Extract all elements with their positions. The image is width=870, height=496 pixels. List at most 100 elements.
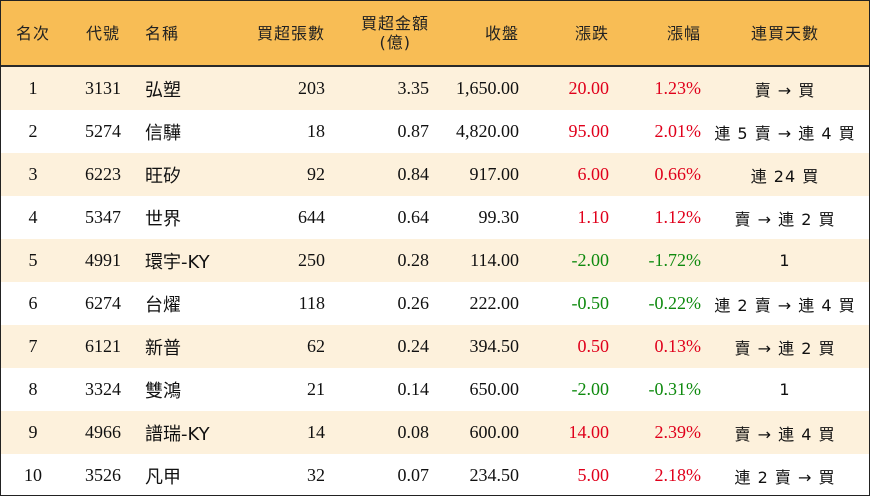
cell-amount: 0.64	[325, 196, 429, 239]
cell-code: 3131	[65, 66, 141, 110]
cell-close: 4,820.00	[429, 110, 519, 153]
table-row[interactable]: 5 4991 環宇-KY 250 0.28 114.00 -2.00 -1.72% 1	[1, 239, 869, 282]
cell-name: 旺矽	[141, 153, 241, 196]
cell-net-lots: 250	[241, 239, 325, 282]
table-row[interactable]: 6 6274 台燿 118 0.26 222.00 -0.50 -0.22% 連 2 賣 → 連…	[1, 282, 869, 325]
cell-rank: 7	[1, 325, 65, 368]
cell-close: 234.50	[429, 454, 519, 495]
cell-code: 5274	[65, 110, 141, 153]
cell-net-lots: 14	[241, 411, 325, 454]
cell-amount: 0.26	[325, 282, 429, 325]
cell-pct: 2.39%	[609, 411, 701, 454]
cell-rank: 10	[1, 454, 65, 495]
cell-rank: 1	[1, 66, 65, 110]
cell-change: 14.00	[519, 411, 609, 454]
cell-pct: 1.23%	[609, 66, 701, 110]
cell-net-lots: 21	[241, 368, 325, 411]
cell-close: 99.30	[429, 196, 519, 239]
header-streak[interactable]: 連買天數	[701, 1, 869, 67]
cell-pct: 2.18%	[609, 454, 701, 495]
table-body: 1 3131 弘塑 203 3.35 1,650.00 20.00 1.23% 賣 → 買 2 52…	[1, 66, 869, 495]
cell-streak: 賣 → 連 4 買	[701, 411, 869, 454]
cell-pct: -0.22%	[609, 282, 701, 325]
cell-amount: 0.87	[325, 110, 429, 153]
table-row[interactable]: 7 6121 新普 62 0.24 394.50 0.50 0.13% 賣 → 連 2 買	[1, 325, 869, 368]
cell-close: 917.00	[429, 153, 519, 196]
cell-code: 4966	[65, 411, 141, 454]
cell-amount: 0.24	[325, 325, 429, 368]
cell-net-lots: 62	[241, 325, 325, 368]
header-change[interactable]: 漲跌	[519, 1, 609, 67]
cell-name: 弘塑	[141, 66, 241, 110]
cell-code: 4991	[65, 239, 141, 282]
cell-change: 95.00	[519, 110, 609, 153]
header-close[interactable]: 收盤	[429, 1, 519, 67]
cell-streak: 1	[701, 239, 869, 282]
header-net-lots[interactable]: 買超張數	[241, 1, 325, 67]
cell-streak: 連 2 賣 → 買	[701, 454, 869, 495]
cell-rank: 6	[1, 282, 65, 325]
cell-close: 222.00	[429, 282, 519, 325]
cell-rank: 5	[1, 239, 65, 282]
cell-close: 600.00	[429, 411, 519, 454]
cell-amount: 0.07	[325, 454, 429, 495]
cell-pct: 0.13%	[609, 325, 701, 368]
cell-net-lots: 203	[241, 66, 325, 110]
cell-rank: 2	[1, 110, 65, 153]
cell-code: 6223	[65, 153, 141, 196]
cell-close: 650.00	[429, 368, 519, 411]
cell-rank: 4	[1, 196, 65, 239]
header-name[interactable]: 名稱	[141, 1, 241, 67]
cell-code: 6274	[65, 282, 141, 325]
cell-name: 雙鴻	[141, 368, 241, 411]
cell-change: 0.50	[519, 325, 609, 368]
header-amount-label: 買超金額	[360, 14, 429, 33]
cell-name: 凡甲	[141, 454, 241, 495]
cell-name: 信驊	[141, 110, 241, 153]
cell-name: 世界	[141, 196, 241, 239]
header-rank[interactable]: 名次	[1, 1, 65, 67]
cell-name: 譜瑞-KY	[141, 411, 241, 454]
cell-pct: 1.12%	[609, 196, 701, 239]
cell-close: 114.00	[429, 239, 519, 282]
cell-name: 台燿	[141, 282, 241, 325]
cell-pct: -0.31%	[609, 368, 701, 411]
cell-amount: 0.08	[325, 411, 429, 454]
table-row[interactable]: 2 5274 信驊 18 0.87 4,820.00 95.00 2.01% 連 5 賣 → 連…	[1, 110, 869, 153]
table-row[interactable]: 1 3131 弘塑 203 3.35 1,650.00 20.00 1.23% 賣 → 買	[1, 66, 869, 110]
cell-streak: 賣 → 買	[701, 66, 869, 110]
cell-code: 3526	[65, 454, 141, 495]
header-amount[interactable]: 買超金額 (億)	[325, 1, 429, 67]
cell-close: 394.50	[429, 325, 519, 368]
cell-amount: 3.35	[325, 66, 429, 110]
table-row[interactable]: 10 3526 凡甲 32 0.07 234.50 5.00 2.18% 連 2 賣 → 買	[1, 454, 869, 495]
cell-amount: 0.14	[325, 368, 429, 411]
cell-code: 5347	[65, 196, 141, 239]
table-row[interactable]: 4 5347 世界 644 0.64 99.30 1.10 1.12% 賣 → 連 2 買	[1, 196, 869, 239]
cell-rank: 9	[1, 411, 65, 454]
table-row[interactable]: 9 4966 譜瑞-KY 14 0.08 600.00 14.00 2.39% 賣 → 連 4 …	[1, 411, 869, 454]
cell-close: 1,650.00	[429, 66, 519, 110]
cell-streak: 1	[701, 368, 869, 411]
cell-pct: -1.72%	[609, 239, 701, 282]
cell-amount: 0.28	[325, 239, 429, 282]
table-row[interactable]: 3 6223 旺矽 92 0.84 917.00 6.00 0.66% 連 24 買	[1, 153, 869, 196]
cell-amount: 0.84	[325, 153, 429, 196]
cell-change: 20.00	[519, 66, 609, 110]
cell-net-lots: 32	[241, 454, 325, 495]
cell-net-lots: 18	[241, 110, 325, 153]
cell-name: 環宇-KY	[141, 239, 241, 282]
table-header-row: 名次 代號 名稱 買超張數 買超金額 (億) 收盤 漲跌 漲幅 連買天數	[1, 1, 869, 67]
cell-change: 5.00	[519, 454, 609, 495]
cell-streak: 賣 → 連 2 買	[701, 196, 869, 239]
cell-net-lots: 92	[241, 153, 325, 196]
cell-change: 6.00	[519, 153, 609, 196]
cell-change: 1.10	[519, 196, 609, 239]
header-code[interactable]: 代號	[65, 1, 141, 67]
cell-streak: 賣 → 連 2 買	[701, 325, 869, 368]
table-row[interactable]: 8 3324 雙鴻 21 0.14 650.00 -2.00 -0.31% 1	[1, 368, 869, 411]
header-pct[interactable]: 漲幅	[609, 1, 701, 67]
cell-net-lots: 644	[241, 196, 325, 239]
